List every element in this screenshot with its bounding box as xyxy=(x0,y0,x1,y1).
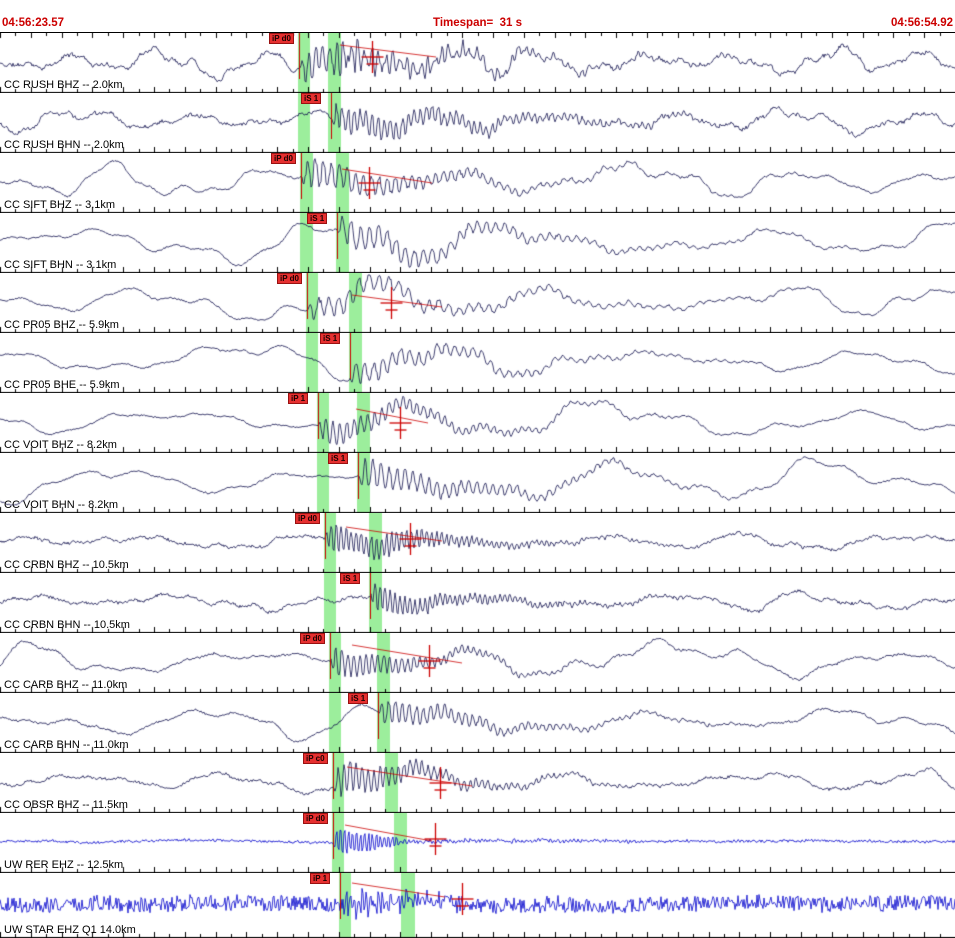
waveform-canvas[interactable] xyxy=(0,633,955,693)
trace-label: CC PR05 BHE -- 5.9km xyxy=(4,379,120,391)
trace-label: CC SIFT BHZ -- 3.1km xyxy=(4,199,116,211)
waveform-canvas[interactable] xyxy=(0,333,955,393)
trace-row: CC PR05 BHE -- 5.9km iS 1 xyxy=(0,333,955,393)
trace-label: CC RUSH BHN -- 2.0km xyxy=(4,139,124,151)
trace-list: CC RUSH BHZ -- 2.0km iP d0 CC RUSH BHN -- … xyxy=(0,32,955,938)
phase-pick-label[interactable]: iP 1 xyxy=(310,873,331,884)
trace-row: CC VOIT BHN -- 8.2km iS 1 xyxy=(0,453,955,513)
waveform-canvas[interactable] xyxy=(0,453,955,513)
trace-label: CC CARB BHN -- 11.0km xyxy=(4,739,129,751)
trace-label: CC VOIT BHZ -- 8.2km xyxy=(4,439,117,451)
phase-pick-label[interactable]: iP d0 xyxy=(300,633,325,644)
phase-pick-label[interactable]: iS 1 xyxy=(301,93,322,104)
phase-pick-label[interactable]: iP d0 xyxy=(271,153,296,164)
trace-row: CC SIFT BHZ -- 3.1km iP d0 xyxy=(0,153,955,213)
trace-label: CC RUSH BHZ -- 2.0km xyxy=(4,79,123,91)
trace-row: CC SIFT BHN -- 3.1km iS 1 xyxy=(0,213,955,273)
phase-pick-label[interactable]: iS 1 xyxy=(340,573,361,584)
trace-row: CC VOIT BHZ -- 8.2km iP 1 xyxy=(0,393,955,453)
trace-label: CC CARB BHZ -- 11.0km xyxy=(4,679,128,691)
window-start-time: 04:56:23.57 xyxy=(2,17,65,29)
phase-pick-label[interactable]: iS 1 xyxy=(307,213,328,224)
trace-row: CC CRBN BHZ -- 10.5km iP d0 xyxy=(0,513,955,573)
trace-row: CC CARB BHN -- 11.0km iS 1 xyxy=(0,693,955,753)
trace-row: CC OBSR BHZ -- 11.5km iP c0 xyxy=(0,753,955,813)
phase-pick-label[interactable]: iP d0 xyxy=(295,513,320,524)
timespan-label: Timespan= 31 s xyxy=(433,17,522,29)
waveform-canvas[interactable] xyxy=(0,873,955,938)
trace-label: UW STAR EHZ Q1 14.0km xyxy=(4,924,136,936)
trace-label: CC VOIT BHN -- 8.2km xyxy=(4,499,119,511)
waveform-canvas[interactable] xyxy=(0,153,955,213)
phase-pick-label[interactable]: iP d0 xyxy=(303,813,328,824)
trace-row: UW RER EHZ -- 12.5km iP d0 xyxy=(0,813,955,873)
phase-pick-label[interactable]: iP 1 xyxy=(288,393,309,404)
waveform-canvas[interactable] xyxy=(0,573,955,633)
waveform-canvas[interactable] xyxy=(0,213,955,273)
trace-row: CC CRBN BHN -- 10.5km iS 1 xyxy=(0,573,955,633)
window-end-time: 04:56:54.92 xyxy=(890,17,953,29)
waveform-canvas[interactable] xyxy=(0,93,955,153)
phase-pick-label[interactable]: iP d0 xyxy=(277,273,302,284)
time-bar: 04:56:23.57 Timespan= 31 s 04:56:54.92 xyxy=(0,16,955,32)
phase-pick-label[interactable]: iP c0 xyxy=(303,753,328,764)
waveform-canvas[interactable] xyxy=(0,753,955,813)
waveform-canvas[interactable] xyxy=(0,273,955,333)
waveform-canvas[interactable] xyxy=(0,33,955,93)
trace-row: CC PR05 BHZ -- 5.9km iP d0 xyxy=(0,273,955,333)
waveform-canvas[interactable] xyxy=(0,393,955,453)
phase-pick-label[interactable]: iS 1 xyxy=(320,333,341,344)
event-header-bar: 61717127 UW 2021-04-21 04:56:32.22 46.89… xyxy=(0,0,955,16)
waveform-canvas[interactable] xyxy=(0,693,955,753)
trace-row: CC CARB BHZ -- 11.0km iP d0 xyxy=(0,633,955,693)
trace-label: CC SIFT BHN -- 3.1km xyxy=(4,259,117,271)
trace-label: CC CRBN BHZ -- 10.5km xyxy=(4,559,129,571)
trace-label: CC CRBN BHN -- 10.5km xyxy=(4,619,130,631)
waveform-canvas[interactable] xyxy=(0,813,955,873)
trace-label: CC PR05 BHZ -- 5.9km xyxy=(4,319,119,331)
trace-label: CC OBSR BHZ -- 11.5km xyxy=(4,799,128,811)
phase-pick-label[interactable]: iS 1 xyxy=(328,453,349,464)
phase-pick-label[interactable]: iP d0 xyxy=(269,33,294,44)
waveform-canvas[interactable] xyxy=(0,513,955,573)
trace-label: UW RER EHZ -- 12.5km xyxy=(4,859,124,871)
phase-pick-label[interactable]: iS 1 xyxy=(348,693,369,704)
trace-row: CC RUSH BHN -- 2.0km iS 1 xyxy=(0,93,955,153)
trace-row: UW STAR EHZ Q1 14.0km iP 1 xyxy=(0,873,955,938)
trace-row: CC RUSH BHZ -- 2.0km iP d0 xyxy=(0,33,955,93)
